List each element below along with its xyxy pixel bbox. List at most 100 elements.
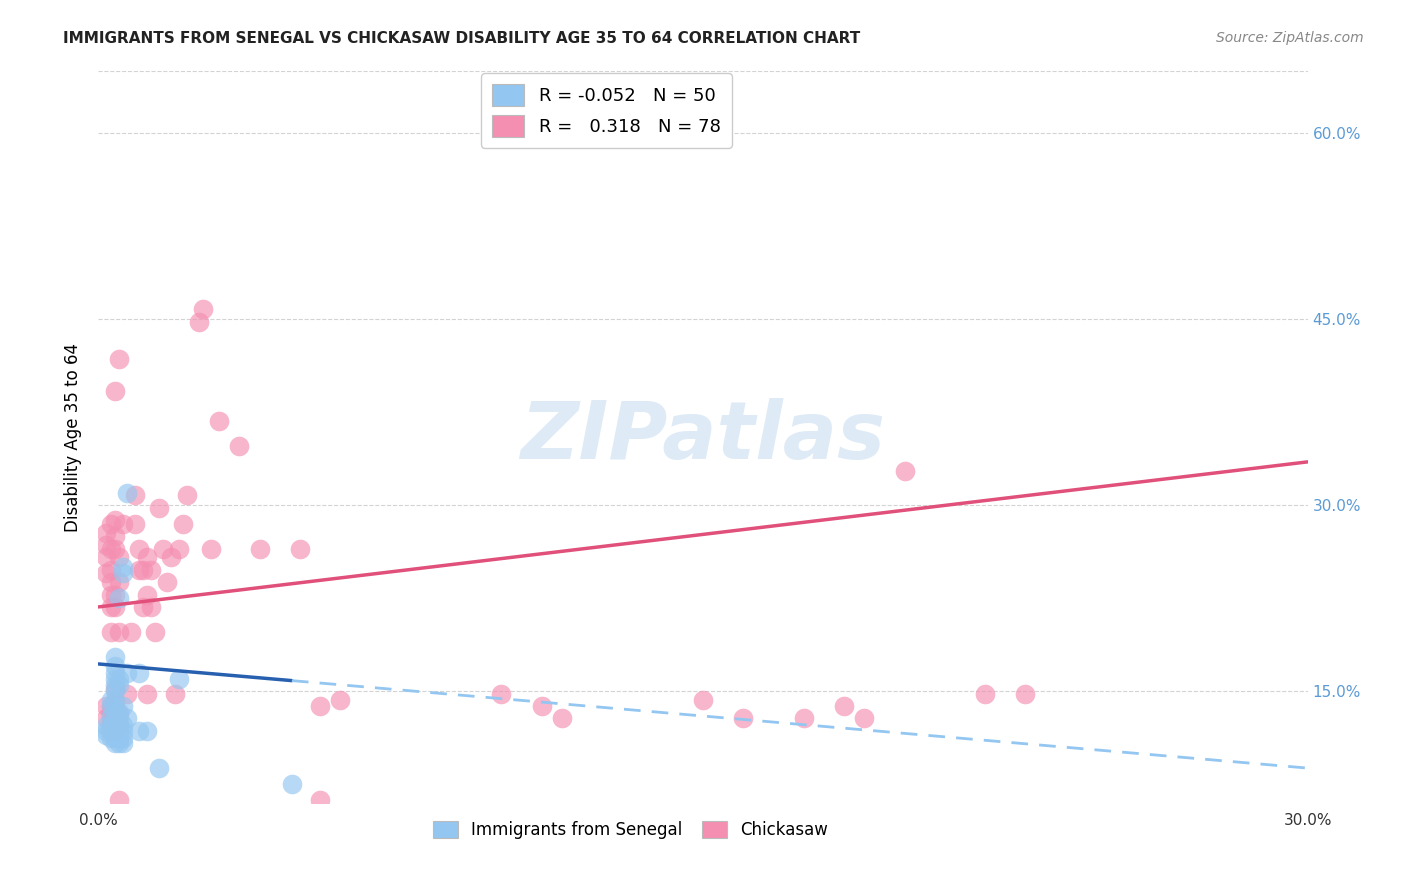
Point [107, 706, 129, 720]
Legend: Immigrants from Senegal, Chickasaw: Immigrants from Senegal, Chickasaw [426, 814, 835, 846]
Point [103, 384, 125, 399]
Point [115, 665, 138, 680]
Point [139, 563, 162, 577]
Point [103, 694, 125, 708]
Point [115, 711, 138, 725]
Point [100, 599, 122, 614]
Point [176, 488, 198, 502]
Point [128, 563, 150, 577]
Point [135, 588, 157, 602]
Point [96, 699, 118, 714]
Point [103, 665, 125, 680]
Point [100, 731, 122, 746]
Point [103, 728, 125, 742]
Point [103, 701, 125, 715]
Point [100, 711, 122, 725]
Point [148, 500, 170, 515]
Point [103, 659, 125, 673]
Text: ZIPatlas: ZIPatlas [520, 398, 886, 476]
Point [103, 684, 125, 698]
Point [103, 736, 125, 750]
Point [103, 541, 125, 556]
Point [107, 711, 129, 725]
Point [111, 717, 134, 731]
Point [135, 550, 157, 565]
Point [249, 541, 271, 556]
Point [103, 681, 125, 696]
Point [228, 439, 250, 453]
Point [491, 687, 513, 701]
Point [107, 678, 129, 692]
Point [692, 693, 714, 707]
Point [103, 709, 125, 723]
Point [156, 575, 179, 590]
Point [100, 709, 122, 723]
Point [172, 516, 194, 531]
Point [329, 693, 352, 707]
Point [103, 672, 125, 686]
Point [96, 566, 118, 581]
Point [200, 541, 222, 556]
Y-axis label: Disability Age 35 to 64: Disability Age 35 to 64 [63, 343, 82, 532]
Point [96, 525, 118, 540]
Point [103, 715, 125, 730]
Point [96, 719, 118, 733]
Point [132, 599, 155, 614]
Text: IMMIGRANTS FROM SENEGAL VS CHICKASAW DISABILITY AGE 35 TO 64 CORRELATION CHART: IMMIGRANTS FROM SENEGAL VS CHICKASAW DIS… [63, 31, 860, 46]
Point [115, 486, 138, 500]
Point [96, 723, 118, 738]
Point [128, 541, 150, 556]
Point [100, 723, 122, 738]
Point [208, 414, 231, 428]
Text: Source: ZipAtlas.com: Source: ZipAtlas.com [1216, 31, 1364, 45]
Point [100, 541, 122, 556]
Point [733, 711, 755, 725]
Point [96, 538, 118, 552]
Point [152, 541, 174, 556]
Point [103, 513, 125, 527]
Point [281, 777, 304, 791]
Point [96, 550, 118, 565]
Point [100, 516, 122, 531]
Point [100, 588, 122, 602]
Point [107, 723, 129, 738]
Point [893, 464, 915, 478]
Point [107, 575, 129, 590]
Point [1014, 687, 1036, 701]
Point [135, 687, 157, 701]
Point [100, 575, 122, 590]
Point [100, 693, 122, 707]
Point [120, 624, 142, 639]
Point [974, 687, 997, 701]
Point [103, 649, 125, 664]
Point [103, 731, 125, 746]
Point [103, 723, 125, 738]
Point [100, 706, 122, 720]
Point [100, 699, 122, 714]
Point [111, 560, 134, 574]
Point [107, 591, 129, 606]
Point [103, 588, 125, 602]
Point [188, 315, 211, 329]
Point [163, 687, 186, 701]
Point [111, 566, 134, 581]
Point [100, 722, 122, 736]
Point [107, 793, 129, 807]
Point [96, 711, 118, 725]
Point [124, 516, 146, 531]
Point [107, 351, 129, 366]
Point [793, 711, 815, 725]
Point [160, 550, 183, 565]
Point [96, 728, 118, 742]
Point [115, 687, 138, 701]
Point [148, 761, 170, 775]
Point [107, 550, 129, 565]
Point [132, 563, 155, 577]
Point [107, 672, 129, 686]
Point [111, 516, 134, 531]
Point [128, 723, 150, 738]
Point [100, 719, 122, 733]
Point [124, 488, 146, 502]
Point [853, 711, 876, 725]
Point [128, 665, 150, 680]
